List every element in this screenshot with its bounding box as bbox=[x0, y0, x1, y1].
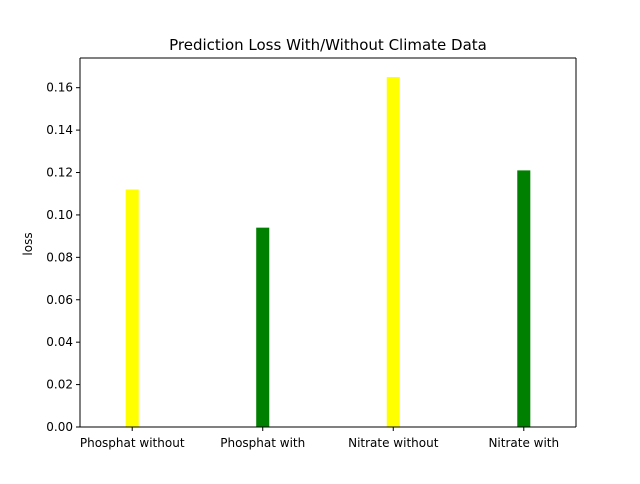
y-tick-label-8: 0.16 bbox=[46, 81, 73, 95]
bar-1 bbox=[256, 227, 270, 427]
plot-area: 0.00 0.02 0.04 0.06 0.08 0.10 0.12 0.14 0.16 Phos… bbox=[46, 57, 577, 450]
y-tick-label-1: 0.02 bbox=[46, 378, 73, 392]
y-tick-label-5: 0.10 bbox=[46, 208, 73, 222]
y-tick-label-0: 0.00 bbox=[46, 420, 73, 434]
y-tick-label-3: 0.06 bbox=[46, 293, 73, 307]
y-tick-label-7: 0.14 bbox=[46, 123, 73, 137]
y-tick-label-2: 0.04 bbox=[46, 335, 73, 349]
bar-0 bbox=[125, 189, 139, 427]
bar-2 bbox=[386, 77, 400, 427]
x-tick-label-0: Phosphat without bbox=[80, 436, 185, 450]
y-tick-label-4: 0.08 bbox=[46, 250, 73, 264]
x-tick-label-2: Nitrate without bbox=[348, 436, 439, 450]
y-tick-label-6: 0.12 bbox=[46, 166, 73, 180]
x-tick-label-1: Phosphat with bbox=[220, 436, 305, 450]
chart-title: Prediction Loss With/Without Climate Dat… bbox=[169, 36, 487, 54]
x-tick-label-3: Nitrate with bbox=[488, 436, 559, 450]
y-axis-label: loss bbox=[21, 232, 35, 255]
bar-3 bbox=[517, 170, 531, 427]
